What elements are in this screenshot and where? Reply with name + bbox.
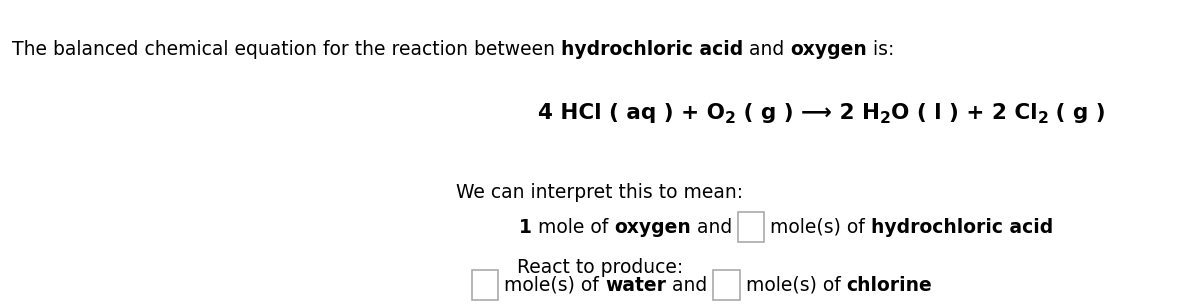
Text: ( g ): ( g )	[736, 103, 802, 123]
Text: oxygen: oxygen	[614, 218, 691, 237]
Text: We can interpret this to mean:: We can interpret this to mean:	[456, 183, 744, 202]
Text: mole of: mole of	[532, 218, 614, 237]
Text: ( g ): ( g )	[1049, 103, 1106, 123]
Text: ⟶: ⟶	[802, 103, 832, 123]
Text: React to produce:: React to produce:	[517, 258, 683, 277]
Text: mole(s) of: mole(s) of	[739, 276, 846, 295]
Text: 2: 2	[725, 111, 736, 126]
Text: mole(s) of: mole(s) of	[498, 276, 605, 295]
Text: hydrochloric acid: hydrochloric acid	[871, 218, 1054, 237]
Text: 2: 2	[1037, 111, 1049, 126]
Text: and: and	[691, 218, 738, 237]
Text: hydrochloric acid: hydrochloric acid	[562, 40, 743, 59]
Text: 2 H: 2 H	[832, 103, 880, 123]
Text: mole(s) of: mole(s) of	[764, 218, 871, 237]
Text: The balanced chemical equation for the reaction between: The balanced chemical equation for the r…	[12, 40, 562, 59]
Text: and: and	[743, 40, 791, 59]
Text: 2: 2	[880, 111, 890, 126]
Text: is:: is:	[868, 40, 895, 59]
Text: oxygen: oxygen	[791, 40, 868, 59]
Text: water: water	[605, 276, 666, 295]
Text: O ( l ) + 2 Cl: O ( l ) + 2 Cl	[890, 103, 1037, 123]
Text: and: and	[666, 276, 713, 295]
Text: chlorine: chlorine	[846, 276, 932, 295]
Text: 1: 1	[518, 218, 532, 237]
Text: 4 HCl ( aq ) + O: 4 HCl ( aq ) + O	[538, 103, 725, 123]
